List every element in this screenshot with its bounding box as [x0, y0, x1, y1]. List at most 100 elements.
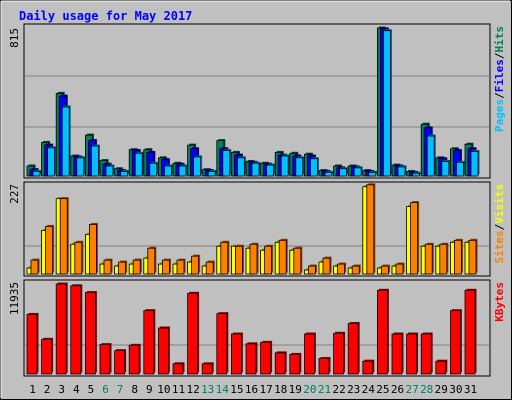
day-labels: 1 2 3 4 5 6 7 8 9 10 11 12 13 14 15 16 17 18 19 20 21 22 23 24 2…	[29, 383, 477, 396]
bar-pages-day-1	[32, 169, 42, 177]
bar-kbytes-day-5	[85, 291, 97, 375]
bar-pages-day-17	[266, 163, 276, 177]
day-label-1: 1	[29, 383, 36, 396]
bar-kbytes-day-1	[26, 312, 39, 375]
bar-pages-day-6	[105, 164, 115, 177]
day-label-20: 20	[303, 383, 316, 396]
bar-visits-day-3	[59, 197, 69, 275]
bar-pages-day-19	[295, 156, 305, 177]
bar-pages-day-27	[412, 171, 422, 177]
bar-pages-day-24	[368, 170, 378, 177]
bar-visits-day-27	[410, 201, 420, 275]
day-label-26: 26	[391, 383, 404, 396]
day-label-12: 12	[186, 383, 199, 396]
bar-pages-day-8	[134, 151, 144, 177]
bar-visits-day-14	[220, 240, 230, 275]
day-label-30: 30	[449, 383, 462, 396]
bar-visits-day-9	[147, 246, 157, 275]
day-label-2: 2	[44, 383, 51, 396]
bar-pages-day-28	[426, 134, 436, 177]
bar-visits-day-23	[351, 264, 361, 275]
bar-visits-day-20	[307, 264, 317, 275]
bar-visits-day-31	[468, 238, 478, 275]
bar-kbytes-day-24	[362, 359, 375, 375]
bar-visits-day-8	[132, 258, 142, 275]
bar-pages-day-12	[193, 155, 203, 177]
bar-pages-day-3	[61, 105, 71, 177]
bar-kbytes-day-14	[216, 312, 229, 375]
day-label-3: 3	[58, 383, 65, 396]
day-label-17: 17	[259, 383, 272, 396]
bar-kbytes-day-20	[303, 332, 316, 375]
bar-visits-day-18	[278, 238, 288, 275]
bar-visits-day-6	[103, 258, 113, 275]
bar-pages-day-18	[280, 154, 290, 177]
legend-files: Files	[493, 59, 506, 92]
bar-visits-day-16	[249, 242, 259, 275]
visits-ymax-label: 227	[8, 184, 21, 204]
day-label-24: 24	[362, 383, 376, 396]
day-label-19: 19	[289, 383, 302, 396]
bar-pages-day-23	[353, 166, 363, 177]
bar-visits-day-15	[234, 244, 244, 275]
bar-kbytes-day-2	[41, 337, 54, 375]
visits-bars	[26, 183, 478, 275]
visits-legend: Sites/Visits	[493, 184, 506, 264]
hits-ymax-label: 815	[8, 28, 21, 48]
legend-pages: Pages	[493, 99, 506, 132]
day-label-15: 15	[230, 383, 243, 396]
bar-visits-day-26	[395, 262, 405, 275]
day-label-27: 27	[405, 383, 418, 396]
legend-sep-2: /	[493, 52, 506, 59]
bar-visits-day-30	[453, 238, 463, 275]
legend-sep-3: /	[493, 223, 506, 230]
bar-pages-day-9	[149, 161, 159, 177]
day-label-11: 11	[172, 383, 185, 396]
bar-kbytes-day-16	[245, 342, 258, 375]
day-label-21: 21	[318, 383, 331, 396]
bar-kbytes-day-6	[99, 343, 112, 375]
day-label-6: 6	[102, 383, 109, 396]
bar-kbytes-day-18	[274, 351, 287, 375]
bar-kbytes-day-22	[333, 331, 346, 375]
bar-kbytes-day-28	[420, 332, 433, 375]
bar-visits-day-10	[161, 258, 171, 275]
bar-pages-day-21	[324, 170, 334, 177]
bar-kbytes-day-4	[70, 284, 83, 375]
bar-pages-day-20	[309, 157, 319, 177]
bar-kbytes-day-26	[391, 332, 404, 375]
bar-kbytes-day-9	[143, 309, 156, 375]
bar-pages-day-29	[441, 159, 451, 177]
day-label-28: 28	[420, 383, 433, 396]
bar-visits-day-7	[118, 260, 128, 275]
day-label-7: 7	[117, 383, 124, 396]
bar-kbytes-day-12	[187, 291, 200, 375]
bar-pages-day-26	[397, 165, 407, 177]
bar-kbytes-day-17	[260, 340, 273, 375]
hits-panel	[23, 23, 491, 179]
day-label-5: 5	[88, 383, 95, 396]
bar-visits-day-28	[424, 242, 434, 275]
day-label-8: 8	[131, 383, 138, 396]
bar-kbytes-day-23	[347, 321, 360, 375]
day-label-31: 31	[464, 383, 477, 396]
bar-pages-day-31	[470, 149, 480, 177]
bar-pages-day-4	[76, 156, 86, 177]
bar-kbytes-day-25	[376, 288, 389, 375]
bar-pages-day-2	[47, 146, 57, 177]
bar-pages-day-5	[91, 144, 100, 177]
bar-pages-day-30	[455, 160, 465, 177]
day-label-10: 10	[157, 383, 170, 396]
hits-bars	[26, 26, 480, 177]
bar-kbytes-day-29	[435, 359, 448, 375]
bar-kbytes-day-21	[318, 357, 331, 375]
bar-pages-day-25	[382, 29, 392, 177]
day-label-23: 23	[347, 383, 360, 396]
bar-visits-day-24	[366, 183, 376, 275]
legend-sep-1: /	[493, 92, 506, 99]
day-label-22: 22	[332, 383, 345, 396]
bar-kbytes-day-8	[128, 343, 141, 375]
day-label-16: 16	[245, 383, 258, 396]
legend-sites: Sites	[493, 230, 506, 263]
